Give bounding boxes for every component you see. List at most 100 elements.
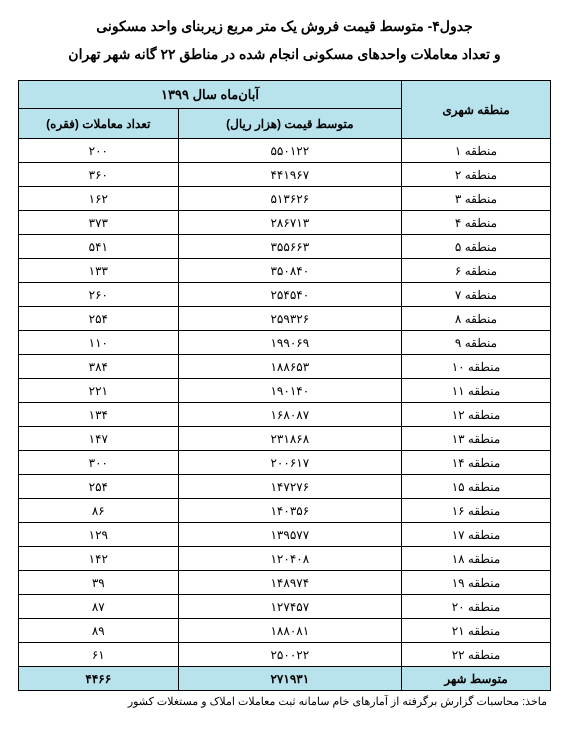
- cell-count: ۸۹: [19, 619, 179, 643]
- title-line-1: جدول۴- متوسط قیمت فروش یک متر مربع زیربن…: [18, 12, 551, 40]
- cell-price: ۲۰۰۶۱۷: [178, 451, 401, 475]
- cell-region: منطقه ۴: [402, 211, 551, 235]
- cell-count: ۲۵۴: [19, 475, 179, 499]
- summary-price: ۲۷۱۹۳۱: [178, 667, 401, 691]
- table-row: منطقه ۵۳۵۵۶۶۳۵۴۱: [19, 235, 551, 259]
- table-row: منطقه ۱۲۱۶۸۰۸۷۱۳۴: [19, 403, 551, 427]
- cell-count: ۸۶: [19, 499, 179, 523]
- cell-price: ۱۳۹۵۷۷: [178, 523, 401, 547]
- cell-region: منطقه ۲۲: [402, 643, 551, 667]
- table-row: منطقه ۱۴۲۰۰۶۱۷۳۰۰: [19, 451, 551, 475]
- cell-price: ۴۴۱۹۶۷: [178, 163, 401, 187]
- table-row: منطقه ۴۲۸۶۷۱۳۳۷۳: [19, 211, 551, 235]
- cell-price: ۲۸۶۷۱۳: [178, 211, 401, 235]
- table-row: منطقه ۲۰۱۲۷۴۵۷۸۷: [19, 595, 551, 619]
- table-row: منطقه ۲۱۱۸۸۰۸۱۸۹: [19, 619, 551, 643]
- cell-count: ۵۴۱: [19, 235, 179, 259]
- cell-count: ۱۴۲: [19, 547, 179, 571]
- cell-region: منطقه ۱۶: [402, 499, 551, 523]
- table-row: منطقه ۷۲۵۴۵۴۰۲۶۰: [19, 283, 551, 307]
- footnote: ماخذ: محاسبات گزارش برگرفته از آمارهای خ…: [18, 695, 551, 708]
- cell-price: ۵۱۳۶۲۶: [178, 187, 401, 211]
- cell-price: ۱۲۷۴۵۷: [178, 595, 401, 619]
- cell-count: ۲۶۰: [19, 283, 179, 307]
- cell-region: منطقه ۱۹: [402, 571, 551, 595]
- cell-price: ۲۵۰۰۲۲: [178, 643, 401, 667]
- summary-region: متوسط شهر: [402, 667, 551, 691]
- cell-region: منطقه ۷: [402, 283, 551, 307]
- cell-region: منطقه ۱۳: [402, 427, 551, 451]
- cell-price: ۱۴۰۳۵۶: [178, 499, 401, 523]
- cell-count: ۱۳۴: [19, 403, 179, 427]
- cell-price: ۱۸۸۰۸۱: [178, 619, 401, 643]
- table-row: منطقه ۱۰۱۸۸۶۵۳۳۸۴: [19, 355, 551, 379]
- cell-region: منطقه ۲۱: [402, 619, 551, 643]
- cell-count: ۳۹: [19, 571, 179, 595]
- table-row: منطقه ۱۵۱۴۷۲۷۶۲۵۴: [19, 475, 551, 499]
- price-table: منطقه شهری آبان‌ماه سال ۱۳۹۹ متوسط قیمت …: [18, 80, 551, 691]
- cell-count: ۱۴۷: [19, 427, 179, 451]
- table-row: منطقه ۱۱۱۹۰۱۴۰۲۲۱: [19, 379, 551, 403]
- cell-region: منطقه ۱۰: [402, 355, 551, 379]
- cell-count: ۶۱: [19, 643, 179, 667]
- table-row: منطقه ۱۶۱۴۰۳۵۶۸۶: [19, 499, 551, 523]
- cell-region: منطقه ۱۱: [402, 379, 551, 403]
- cell-region: منطقه ۱: [402, 139, 551, 163]
- table-row: منطقه ۱۵۵۰۱۲۲۲۰۰: [19, 139, 551, 163]
- cell-count: ۳۸۴: [19, 355, 179, 379]
- cell-count: ۱۶۲: [19, 187, 179, 211]
- cell-price: ۳۵۵۶۶۳: [178, 235, 401, 259]
- summary-count: ۴۴۶۶: [19, 667, 179, 691]
- cell-region: منطقه ۹: [402, 331, 551, 355]
- cell-region: منطقه ۱۵: [402, 475, 551, 499]
- cell-region: منطقه ۲: [402, 163, 551, 187]
- table-row: منطقه ۹۱۹۹۰۶۹۱۱۰: [19, 331, 551, 355]
- table-row: منطقه ۱۸۱۲۰۴۰۸۱۴۲: [19, 547, 551, 571]
- table-row: منطقه ۲۲۲۵۰۰۲۲۶۱: [19, 643, 551, 667]
- cell-region: منطقه ۱۷: [402, 523, 551, 547]
- cell-count: ۲۵۴: [19, 307, 179, 331]
- cell-price: ۱۶۸۰۸۷: [178, 403, 401, 427]
- cell-region: منطقه ۱۴: [402, 451, 551, 475]
- summary-row: متوسط شهر ۲۷۱۹۳۱ ۴۴۶۶: [19, 667, 551, 691]
- title-line-2: و تعداد معاملات واحدهای مسکونی انجام شده…: [18, 40, 551, 68]
- cell-count: ۳۷۳: [19, 211, 179, 235]
- cell-price: ۵۵۰۱۲۲: [178, 139, 401, 163]
- cell-count: ۱۳۳: [19, 259, 179, 283]
- cell-count: ۲۰۰: [19, 139, 179, 163]
- cell-region: منطقه ۸: [402, 307, 551, 331]
- cell-price: ۱۹۰۱۴۰: [178, 379, 401, 403]
- table-row: منطقه ۶۳۵۰۸۴۰۱۳۳: [19, 259, 551, 283]
- cell-price: ۱۲۰۴۰۸: [178, 547, 401, 571]
- cell-price: ۱۴۸۹۷۴: [178, 571, 401, 595]
- cell-region: منطقه ۲۰: [402, 595, 551, 619]
- cell-region: منطقه ۳: [402, 187, 551, 211]
- cell-count: ۳۶۰: [19, 163, 179, 187]
- col-header-count: تعداد معاملات (فقره): [19, 109, 179, 139]
- table-row: منطقه ۳۵۱۳۶۲۶۱۶۲: [19, 187, 551, 211]
- table-row: منطقه ۱۳۲۳۱۸۶۸۱۴۷: [19, 427, 551, 451]
- cell-price: ۲۵۹۳۲۶: [178, 307, 401, 331]
- cell-count: ۱۲۹: [19, 523, 179, 547]
- cell-count: ۸۷: [19, 595, 179, 619]
- col-header-region: منطقه شهری: [402, 81, 551, 139]
- table-title: جدول۴- متوسط قیمت فروش یک متر مربع زیربن…: [18, 12, 551, 68]
- cell-price: ۱۸۸۶۵۳: [178, 355, 401, 379]
- cell-price: ۱۴۷۲۷۶: [178, 475, 401, 499]
- table-row: منطقه ۱۹۱۴۸۹۷۴۳۹: [19, 571, 551, 595]
- cell-price: ۲۳۱۸۶۸: [178, 427, 401, 451]
- table-row: منطقه ۸۲۵۹۳۲۶۲۵۴: [19, 307, 551, 331]
- cell-region: منطقه ۶: [402, 259, 551, 283]
- cell-region: منطقه ۱۲: [402, 403, 551, 427]
- cell-count: ۱۱۰: [19, 331, 179, 355]
- period-header: آبان‌ماه سال ۱۳۹۹: [19, 81, 402, 109]
- table-row: منطقه ۱۷۱۳۹۵۷۷۱۲۹: [19, 523, 551, 547]
- cell-count: ۲۲۱: [19, 379, 179, 403]
- col-header-price: متوسط قیمت (هزار ریال): [178, 109, 401, 139]
- table-row: منطقه ۲۴۴۱۹۶۷۳۶۰: [19, 163, 551, 187]
- cell-region: منطقه ۱۸: [402, 547, 551, 571]
- cell-region: منطقه ۵: [402, 235, 551, 259]
- cell-price: ۱۹۹۰۶۹: [178, 331, 401, 355]
- cell-count: ۳۰۰: [19, 451, 179, 475]
- cell-price: ۳۵۰۸۴۰: [178, 259, 401, 283]
